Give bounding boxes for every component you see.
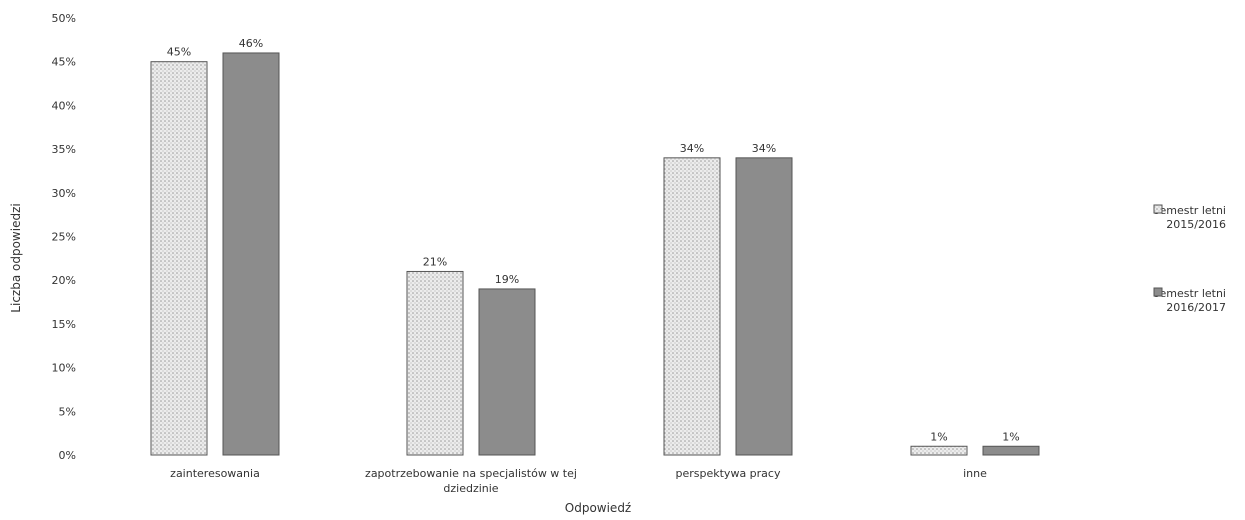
- y-tick-label: 30%: [52, 187, 76, 200]
- data-label: 1%: [1002, 430, 1019, 443]
- y-tick-label: 0%: [59, 449, 76, 462]
- legend-label: 2016/2017: [1166, 301, 1226, 314]
- x-category-label: dziedzinie: [443, 482, 498, 495]
- bar: [663, 157, 721, 456]
- y-tick-label: 5%: [59, 405, 76, 418]
- y-tick-label: 40%: [52, 99, 76, 112]
- y-tick-label: 15%: [52, 318, 76, 331]
- bars: [150, 52, 1040, 456]
- bar: [982, 445, 1040, 456]
- data-label: 45%: [167, 46, 191, 59]
- bar: [478, 288, 536, 456]
- data-label: 21%: [423, 255, 447, 268]
- y-tick-label: 45%: [52, 56, 76, 69]
- legend-swatch: [1153, 287, 1163, 297]
- bar: [735, 157, 793, 456]
- x-axis-title: Odpowiedź: [565, 501, 631, 515]
- data-labels: 45% 21% 34% 1% 46% 19% 34% 1%: [167, 37, 1020, 443]
- data-label: 46%: [239, 37, 263, 50]
- bar: [150, 61, 208, 456]
- data-label: 34%: [680, 142, 704, 155]
- bar: [910, 445, 968, 456]
- data-label: 34%: [752, 142, 776, 155]
- y-tick-label: 25%: [52, 231, 76, 244]
- legend-label: 2015/2016: [1166, 218, 1226, 231]
- x-category-label: zainteresowania: [170, 467, 260, 480]
- data-label: 1%: [930, 430, 947, 443]
- data-label: 19%: [495, 273, 519, 286]
- y-tick-label: 20%: [52, 274, 76, 287]
- y-axis-ticks: 0% 5% 10% 15% 20% 25% 30% 35% 40% 45% 50%: [52, 12, 76, 462]
- bar: [222, 52, 280, 456]
- legend-label: semestr letni: [1154, 287, 1226, 300]
- bar: [406, 270, 464, 456]
- y-axis-title: Liczba odpowiedzi: [9, 203, 23, 312]
- x-category-label: inne: [963, 467, 987, 480]
- legend-label: semestr letni: [1154, 204, 1226, 217]
- x-axis-category-labels: zainteresowania zapotrzebowanie na specja…: [170, 467, 987, 495]
- y-tick-label: 35%: [52, 143, 76, 156]
- legend-swatch: [1153, 204, 1163, 214]
- y-tick-label: 50%: [52, 12, 76, 25]
- x-category-label: perspektywa pracy: [676, 467, 781, 480]
- y-tick-label: 10%: [52, 362, 76, 375]
- x-category-label: zapotrzebowanie na specjalistów w tej: [365, 467, 577, 480]
